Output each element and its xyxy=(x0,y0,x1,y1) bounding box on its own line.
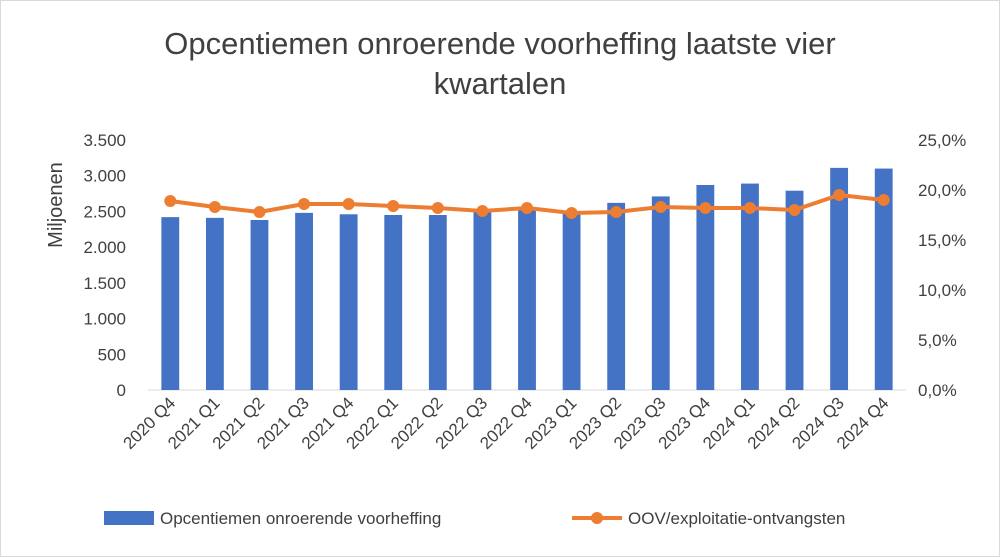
line-marker xyxy=(743,202,756,214)
bar xyxy=(295,212,313,390)
line-marker xyxy=(208,201,221,213)
line-marker xyxy=(387,200,400,212)
line-marker xyxy=(877,194,890,206)
y-tick-label: 3.500 xyxy=(83,131,126,150)
line-marker xyxy=(476,205,489,217)
y-tick-label: 2.500 xyxy=(83,202,126,221)
bar xyxy=(651,196,670,390)
bar xyxy=(562,211,581,390)
line-marker xyxy=(298,198,311,210)
legend-swatch xyxy=(591,512,603,524)
legend-swatch xyxy=(104,511,154,525)
bar xyxy=(250,220,269,390)
bar xyxy=(339,214,358,390)
bar xyxy=(696,185,715,390)
y-tick-label: 1.000 xyxy=(83,310,126,329)
y-tick-label: 1.500 xyxy=(83,274,126,293)
y2-tick-label: 15,0% xyxy=(918,231,966,250)
y2-tick-label: 10,0% xyxy=(918,281,966,300)
bar xyxy=(205,217,224,390)
y-tick-label: 500 xyxy=(98,345,126,364)
line-marker xyxy=(431,202,444,214)
line-marker xyxy=(164,195,177,207)
bar xyxy=(785,190,804,390)
bar xyxy=(384,215,403,390)
line-marker xyxy=(342,198,355,210)
line-marker xyxy=(699,202,712,214)
y-tick-label: 3.000 xyxy=(83,167,126,186)
bar xyxy=(161,217,180,390)
chart-title: Opcentiemen onroerende voorheffing laats… xyxy=(164,26,836,101)
bar xyxy=(473,212,492,390)
bar xyxy=(428,215,447,390)
legend-label: OOV/exploitatie-ontvangsten xyxy=(628,509,845,528)
line-marker xyxy=(833,189,846,201)
bar xyxy=(830,167,849,390)
line-marker xyxy=(521,202,533,214)
line-marker xyxy=(610,206,623,218)
y2-tick-label: 25,0% xyxy=(918,131,966,150)
y2-tick-label: 20,0% xyxy=(918,181,966,200)
y-tick-label: 0 xyxy=(117,381,126,400)
y2-tick-label: 5,0% xyxy=(918,331,957,350)
line-marker xyxy=(788,204,801,216)
line-marker xyxy=(253,206,266,218)
y-axis-label: Miljoenen xyxy=(45,162,67,248)
line-marker xyxy=(654,201,667,213)
bar xyxy=(518,210,536,390)
bar xyxy=(607,202,626,390)
y2-tick-label: 0,0% xyxy=(918,381,957,400)
bar xyxy=(874,168,893,390)
legend-label: Opcentiemen onroerende voorheffing xyxy=(160,509,441,528)
line-marker xyxy=(565,207,578,219)
bar xyxy=(741,183,759,390)
y-tick-label: 2.000 xyxy=(83,238,126,257)
